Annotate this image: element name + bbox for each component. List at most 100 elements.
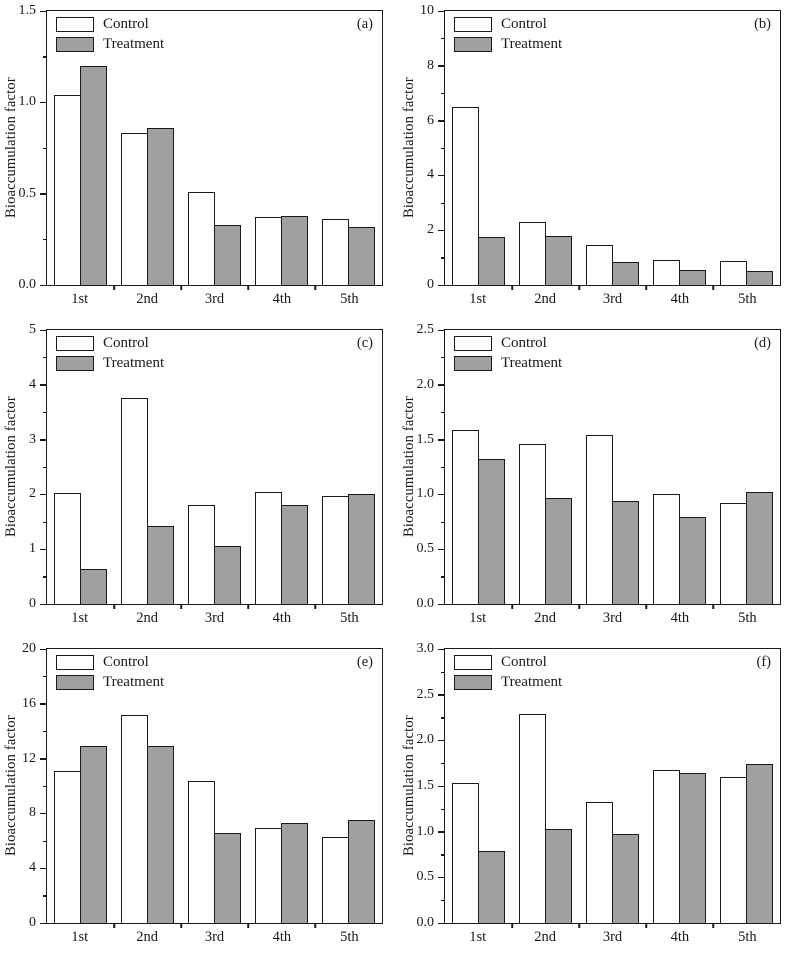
- panel-letter-label: (f): [756, 654, 772, 670]
- bar-groups: [445, 330, 780, 604]
- bar-control-5th: [322, 495, 350, 604]
- y-axis-tick-label: 5: [29, 322, 36, 337]
- y-axis-tick-label: 1.0: [18, 94, 37, 110]
- y-axis-major-tick: [438, 174, 445, 177]
- control-swatch-icon: [454, 655, 492, 670]
- bar-group-5th: [315, 330, 382, 604]
- bar-control-2nd: [121, 714, 149, 923]
- bar-group-2nd: [512, 330, 579, 604]
- bar-treatment-1st: [79, 568, 107, 604]
- bar-treatment-3rd: [213, 545, 241, 604]
- y-axis-tick-label: 0: [29, 596, 36, 611]
- y-axis-major-tick: [438, 648, 445, 650]
- bar-treatment-4th: [678, 773, 706, 923]
- bar-treatment-2nd: [544, 497, 572, 604]
- chart-panel-b: Bioaccumulation factor (b) Control Treatmen…: [398, 0, 796, 319]
- x-axis-category-label: 4th: [670, 610, 690, 626]
- y-axis-tick-label: 1.5: [416, 431, 435, 447]
- bar-group-4th: [646, 649, 713, 923]
- y-axis-minor-tick: [441, 202, 445, 204]
- y-axis-tick-label: 4: [29, 376, 36, 392]
- bar-groups: [47, 330, 382, 604]
- bar-control-4th: [255, 828, 283, 923]
- bar-groups: [47, 11, 382, 285]
- legend-label: Control: [103, 335, 149, 351]
- y-axis-major-tick: [438, 120, 445, 122]
- y-axis-tick-label: 0.5: [18, 185, 37, 201]
- bar-control-1st: [54, 95, 82, 285]
- plot-area: (e) Control Treatment 0 4 8 12 16 20: [22, 642, 383, 930]
- y-axis-minor-tick: [43, 576, 47, 578]
- y-axis-minor-tick: [441, 671, 445, 673]
- y-axis-tick-label: 8: [427, 57, 434, 73]
- bar-groups: [47, 649, 382, 923]
- x-axis-category-label: 3rd: [204, 291, 225, 307]
- y-axis-minor-tick: [441, 466, 445, 468]
- y-axis-tick-label: 4: [29, 860, 36, 876]
- y-axis-minor-tick: [441, 412, 445, 414]
- y-axis-minor-tick: [441, 899, 445, 902]
- y-axis-major-tick: [438, 329, 445, 331]
- legend-label: Control: [501, 335, 547, 351]
- bar-group-4th: [646, 330, 713, 604]
- bar-treatment-2nd: [146, 525, 174, 604]
- bar-treatment-1st: [79, 746, 107, 923]
- legend-entry-treatment: Treatment: [454, 674, 562, 691]
- x-axis-category-label: 1st: [469, 929, 487, 945]
- bar-control-3rd: [188, 504, 216, 604]
- chart-panel-d: Bioaccumulation factor (d) Control Treatmen…: [398, 319, 796, 638]
- panel-letter-label: (e): [356, 654, 373, 670]
- bar-group-2nd: [512, 11, 579, 285]
- bar-control-2nd: [519, 443, 547, 604]
- bar-groups: [445, 649, 780, 923]
- x-axis-tick: [113, 923, 115, 928]
- y-axis-tick-label: 2.0: [416, 376, 435, 392]
- y-axis-major-tick: [438, 384, 445, 386]
- x-axis-category-label: 5th: [738, 929, 757, 945]
- legend-label: Treatment: [501, 36, 563, 52]
- plot-area: (b) Control Treatment 0 2 4 6 8 10: [420, 4, 781, 292]
- bar-control-1st: [54, 770, 82, 923]
- legend-entry-control: Control: [56, 16, 164, 33]
- y-axis-tick-label: 10: [420, 3, 434, 18]
- legend-label: Treatment: [501, 674, 563, 690]
- y-axis-major-tick: [438, 439, 445, 441]
- y-axis-title: Bioaccumulation factor: [3, 396, 19, 538]
- y-axis-tick-label: 0.0: [416, 596, 435, 611]
- bar-treatment-4th: [280, 505, 308, 604]
- legend: Control Treatment: [56, 654, 164, 694]
- y-axis-major-tick: [40, 548, 47, 551]
- bar-group-1st: [445, 330, 512, 604]
- x-axis-category-label: 2nd: [136, 291, 158, 307]
- y-axis-major-tick: [438, 785, 445, 787]
- x-axis-tick: [247, 923, 249, 928]
- x-axis-category-label: 2nd: [534, 610, 556, 626]
- control-swatch-icon: [56, 655, 94, 670]
- y-axis-title: Bioaccumulation factor: [3, 77, 19, 219]
- y-axis-major-tick: [40, 493, 47, 496]
- y-axis-major-tick: [438, 65, 445, 67]
- legend-label: Control: [103, 16, 149, 32]
- treatment-swatch-icon: [454, 675, 492, 690]
- bar-treatment-5th: [347, 226, 375, 285]
- x-axis-category-label: 4th: [272, 610, 292, 626]
- legend-entry-control: Control: [454, 335, 562, 352]
- legend-entry-control: Control: [56, 335, 164, 352]
- y-axis-major-tick: [40, 439, 47, 441]
- bar-group-5th: [713, 649, 780, 923]
- x-axis-tick: [578, 285, 580, 290]
- y-axis-major-tick: [40, 10, 47, 12]
- bar-control-5th: [322, 836, 350, 923]
- y-axis-tick-label: 6: [427, 112, 434, 128]
- bar-group-4th: [248, 330, 315, 604]
- legend-entry-treatment: Treatment: [56, 674, 164, 691]
- panel-letter-label: (a): [356, 16, 373, 32]
- x-axis-category-label: 4th: [272, 291, 292, 307]
- x-axis-category-label: 2nd: [534, 929, 556, 945]
- x-axis-category-label: 3rd: [204, 929, 225, 945]
- x-axis-tick: [578, 923, 580, 928]
- y-axis-minor-tick: [43, 147, 47, 149]
- y-axis-tick-label: 3.0: [416, 641, 435, 656]
- legend-label: Treatment: [501, 355, 563, 371]
- bar-group-1st: [445, 11, 512, 285]
